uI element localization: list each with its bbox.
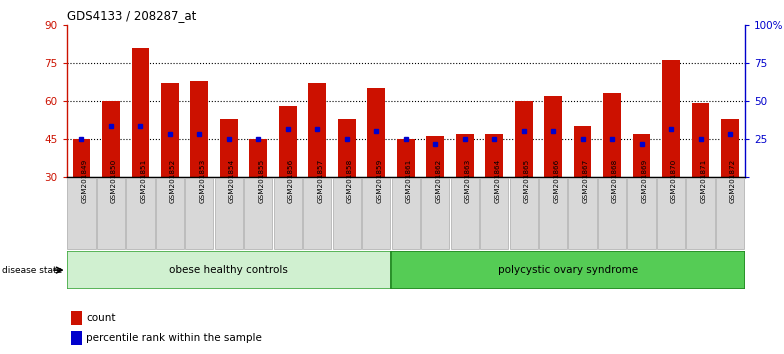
Bar [662,60,680,177]
Text: GSM201862: GSM201862 [435,159,441,203]
Text: GSM201867: GSM201867 [583,159,589,203]
Text: GSM201863: GSM201863 [465,159,470,203]
Text: GSM201850: GSM201850 [111,159,117,203]
Bar [426,136,444,177]
FancyBboxPatch shape [332,178,361,249]
Text: GSM201864: GSM201864 [494,159,500,203]
Text: GSM201872: GSM201872 [730,159,736,203]
FancyBboxPatch shape [67,178,96,249]
Text: GSM201852: GSM201852 [170,159,176,203]
FancyBboxPatch shape [391,178,420,249]
Text: GSM201851: GSM201851 [140,159,147,203]
Text: GSM201868: GSM201868 [612,159,618,203]
Text: GSM201856: GSM201856 [288,159,294,203]
Text: percentile rank within the sample: percentile rank within the sample [86,333,263,343]
Text: count: count [86,313,116,323]
Text: GSM201854: GSM201854 [229,159,235,203]
FancyBboxPatch shape [274,178,302,249]
FancyBboxPatch shape [391,251,745,289]
FancyBboxPatch shape [687,178,715,249]
Text: GSM201870: GSM201870 [671,159,677,203]
Text: GSM201866: GSM201866 [554,159,559,203]
Bar [71,331,82,345]
Text: GSM201857: GSM201857 [318,159,323,203]
Bar [71,311,82,325]
Text: GSM201869: GSM201869 [641,159,648,203]
Bar [456,134,474,177]
FancyBboxPatch shape [67,251,391,289]
Bar [368,88,385,177]
Text: disease state: disease state [2,266,63,275]
Text: GSM201865: GSM201865 [524,159,530,203]
Bar [691,103,710,177]
Bar [633,134,651,177]
Bar [220,119,238,177]
FancyBboxPatch shape [598,178,626,249]
FancyBboxPatch shape [627,178,655,249]
Text: GSM201871: GSM201871 [701,159,706,203]
Bar [721,119,739,177]
FancyBboxPatch shape [96,178,125,249]
Bar [102,101,120,177]
Text: GSM201853: GSM201853 [199,159,205,203]
Bar [338,119,356,177]
Text: GSM201855: GSM201855 [258,159,264,203]
FancyBboxPatch shape [303,178,332,249]
FancyBboxPatch shape [156,178,184,249]
Bar [73,139,90,177]
Bar [574,126,591,177]
Bar [397,139,415,177]
FancyBboxPatch shape [126,178,154,249]
Bar [279,106,296,177]
Bar [544,96,562,177]
Bar [515,101,532,177]
Bar [308,83,326,177]
Bar [191,81,209,177]
FancyBboxPatch shape [657,178,685,249]
Bar [132,48,149,177]
FancyBboxPatch shape [451,178,479,249]
Bar [249,139,267,177]
FancyBboxPatch shape [716,178,744,249]
Text: obese healthy controls: obese healthy controls [169,265,289,275]
FancyBboxPatch shape [215,178,243,249]
FancyBboxPatch shape [568,178,597,249]
FancyBboxPatch shape [510,178,538,249]
Text: polycystic ovary syndrome: polycystic ovary syndrome [498,265,638,275]
Text: GDS4133 / 208287_at: GDS4133 / 208287_at [67,9,196,22]
FancyBboxPatch shape [185,178,213,249]
FancyBboxPatch shape [480,178,508,249]
FancyBboxPatch shape [244,178,273,249]
Text: GSM201849: GSM201849 [82,159,87,203]
FancyBboxPatch shape [421,178,449,249]
Text: GSM201858: GSM201858 [347,159,353,203]
FancyBboxPatch shape [362,178,390,249]
Text: GSM201859: GSM201859 [376,159,383,203]
FancyBboxPatch shape [539,178,568,249]
Text: GSM201861: GSM201861 [406,159,412,203]
Bar [603,93,621,177]
Bar [485,134,503,177]
Bar [161,83,179,177]
